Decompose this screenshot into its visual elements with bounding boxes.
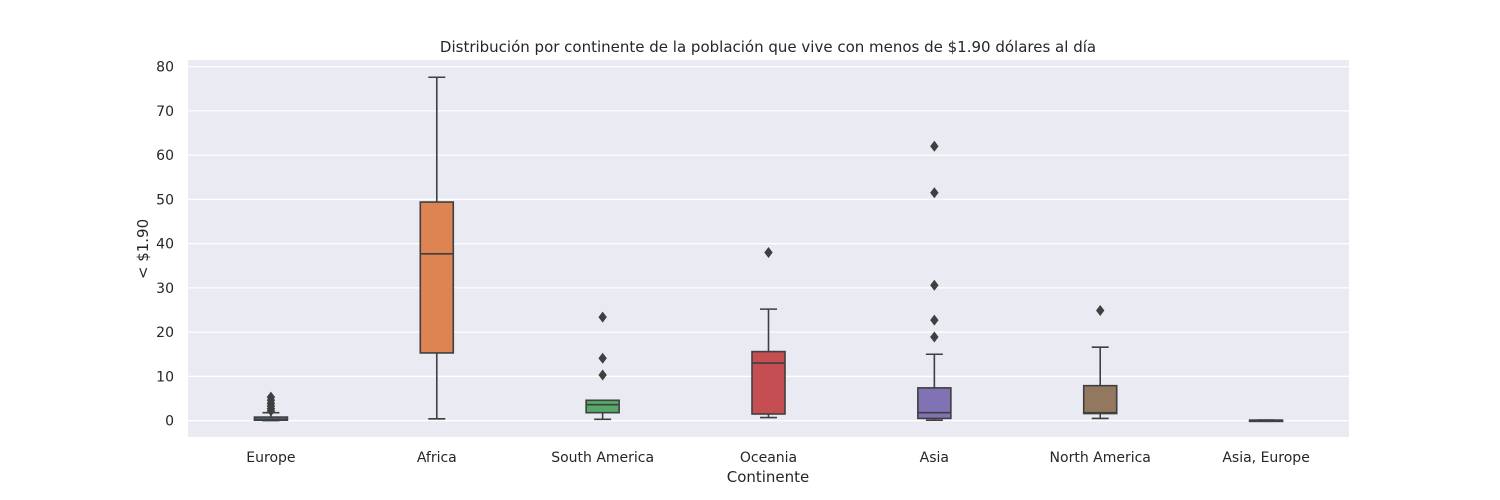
- outlier-point: [930, 279, 939, 291]
- box: [917, 387, 952, 420]
- box-group: [585, 311, 620, 421]
- y-tick-label: 0: [165, 414, 174, 430]
- chart-title: Distribución por continente de la poblac…: [440, 38, 1096, 56]
- x-axis-ticks: Europe Africa South America Oceania Asia Nort…: [246, 450, 1310, 466]
- outlier-point: [930, 331, 939, 343]
- outlier-point: [930, 187, 939, 199]
- box: [1082, 384, 1118, 415]
- outlier-point: [598, 311, 607, 323]
- outlier-point: [598, 352, 607, 364]
- y-tick-label: 80: [156, 60, 174, 76]
- box-group: [1082, 304, 1118, 420]
- outlier-point: [1096, 304, 1105, 316]
- x-tick-label: South America: [551, 450, 654, 466]
- boxes: [253, 76, 1284, 423]
- x-tick-label: Africa: [417, 450, 457, 466]
- y-axis-label: < $1.90: [134, 219, 152, 279]
- box-group: [253, 391, 289, 422]
- x-axis-label: Continente: [727, 468, 810, 486]
- x-tick-label: Oceania: [740, 450, 797, 466]
- box-group: [751, 246, 786, 419]
- y-tick-label: 40: [156, 237, 174, 253]
- y-tick-label: 20: [156, 325, 174, 341]
- y-tick-label: 10: [156, 369, 174, 385]
- y-axis-ticks: 0 10 20 30 40 50 60 70 80: [156, 60, 174, 430]
- box-group: [1248, 419, 1284, 423]
- y-tick-label: 50: [156, 192, 174, 208]
- outlier-point: [764, 246, 773, 258]
- y-tick-label: 70: [156, 104, 174, 120]
- outlier-point: [266, 391, 276, 403]
- box-group: [419, 76, 455, 420]
- outlier-point: [930, 140, 939, 152]
- y-tick-label: 30: [156, 281, 174, 297]
- x-tick-label: Asia: [920, 450, 949, 466]
- box-group: [917, 140, 952, 421]
- x-tick-label: North America: [1050, 450, 1151, 466]
- box: [419, 201, 455, 354]
- box: [585, 399, 620, 414]
- outlier-point: [930, 314, 939, 326]
- box: [751, 350, 786, 415]
- y-tick-label: 60: [156, 148, 174, 164]
- x-tick-label: Europe: [246, 450, 295, 466]
- x-tick-label: Asia, Europe: [1222, 450, 1309, 466]
- outlier-point: [598, 369, 607, 381]
